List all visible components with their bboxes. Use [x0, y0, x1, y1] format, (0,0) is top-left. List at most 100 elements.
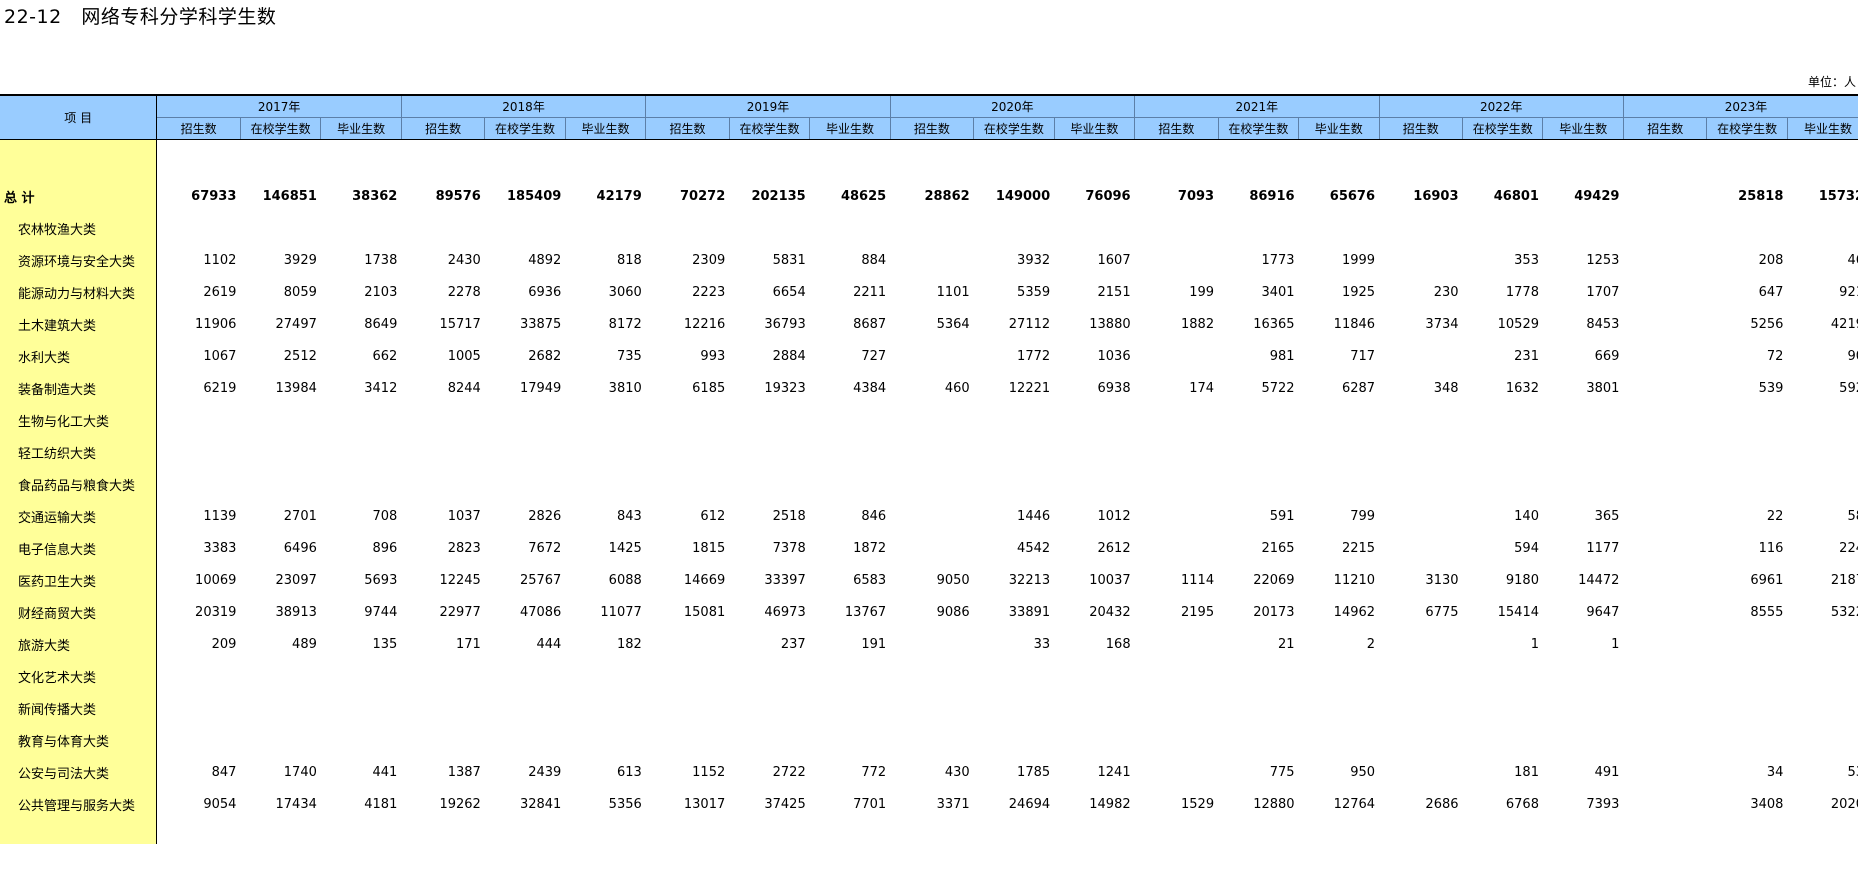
table-cell: 36793 [764, 316, 806, 332]
table-cell [565, 692, 645, 724]
table-cell [1218, 468, 1298, 500]
table-cell: 6583 [853, 572, 887, 588]
table-cell: 1529 [1181, 796, 1215, 812]
table-cell: 441 [372, 764, 398, 780]
table-cell: 2187 [1830, 572, 1858, 588]
year-header: 2023年 [1622, 94, 1858, 118]
table-cell: 1241 [1097, 764, 1131, 780]
table-cell: 14982 [1089, 796, 1131, 812]
table-cell [1299, 692, 1379, 724]
table-cell [646, 660, 729, 692]
table-cell: 1101 [936, 284, 970, 300]
table-cell: 6185 [692, 380, 726, 396]
table-cell: 775 [1269, 764, 1295, 780]
table-cell: 8453 [1586, 316, 1620, 332]
table-cell [729, 436, 809, 468]
table-cell: 2278 [447, 284, 481, 300]
spacer-row [0, 139, 1858, 180]
table-cell: 23097 [275, 572, 317, 588]
table-cell [1379, 468, 1462, 500]
table-cell [810, 468, 890, 500]
table-cell [1135, 724, 1218, 756]
table-cell [1379, 340, 1462, 372]
table-cell [1623, 404, 1706, 436]
table-cell: 2512 [283, 348, 317, 364]
table-cell: 12245 [439, 572, 481, 588]
table-cell [1543, 404, 1623, 436]
table-cell [1623, 308, 1706, 340]
table-cell: 1738 [364, 252, 398, 268]
table-cell [1707, 212, 1787, 244]
table-cell: 10069 [195, 572, 237, 588]
table-cell [1218, 404, 1298, 436]
table-cell: 230 [1433, 284, 1459, 300]
table-cell [1543, 692, 1623, 724]
column-header-enrollment: 招生数 [156, 117, 241, 140]
table-cell [565, 436, 645, 468]
table-cell: 47086 [519, 604, 562, 620]
table-row: 食品药品与粮食大类 [0, 468, 1858, 500]
table-cell: 7393 [1586, 796, 1620, 812]
table-cell: 4181 [364, 796, 398, 812]
table-cell: 2223 [692, 284, 726, 300]
table-cell [1463, 436, 1543, 468]
table-cell: 430 [944, 764, 970, 780]
table-cell [1299, 468, 1379, 500]
table-cell [890, 340, 973, 372]
row-label: 资源环境与安全大类 [0, 244, 158, 276]
table-cell: 33891 [1008, 604, 1051, 620]
table-cell: 3401 [1261, 284, 1295, 300]
table-cell [1623, 724, 1706, 756]
column-header-graduates: 毕业生数 [1786, 117, 1858, 140]
table-cell: 7701 [853, 796, 887, 812]
table-row: 能源动力与材料大类 2619 8059 2103 2278 6936 3060 2223 665… [0, 276, 1858, 308]
table-cell [1463, 660, 1543, 692]
table-cell: 12764 [1333, 796, 1376, 812]
table-cell: 818 [616, 252, 642, 268]
table-cell [1623, 468, 1706, 500]
table-cell [1379, 756, 1462, 788]
item-header: 项 目 [0, 94, 158, 140]
table-cell: 2722 [772, 764, 806, 780]
table-cell: 6088 [608, 572, 642, 588]
table-cell: 594 [1514, 540, 1539, 556]
column-header-graduates: 毕业生数 [1298, 117, 1380, 140]
table-cell [1787, 660, 1858, 692]
page-title: 22-12 网络专科分学科学生数 [4, 6, 277, 28]
table-cell: 2619 [203, 284, 237, 300]
table-cell [240, 692, 320, 724]
table-cell: 14962 [1333, 604, 1376, 620]
table-cell [729, 660, 809, 692]
table-cell [1379, 692, 1462, 724]
table-cell: 460 [944, 380, 970, 396]
table-cell: 5359 [1017, 284, 1051, 300]
table-cell: 65676 [1329, 188, 1376, 204]
row-label: 财经商贸大类 [0, 596, 158, 628]
column-header-graduates: 毕业生数 [564, 117, 646, 140]
table-cell: 171 [456, 636, 481, 652]
table-row: 医药卫生大类 10069 23097 5693 12245 25767 6088 14669 3… [0, 564, 1858, 596]
table-cell: 7378 [772, 540, 806, 556]
table-cell: 2103 [364, 284, 398, 300]
table-cell: 86916 [1249, 188, 1295, 204]
table-cell [890, 436, 973, 468]
row-label: 装备制造大类 [0, 372, 158, 404]
table-cell [565, 724, 645, 756]
table-cell: 1 [1530, 636, 1539, 652]
table-cell [485, 212, 565, 244]
table-cell: 13984 [275, 380, 317, 396]
table-cell: 2215 [1341, 540, 1376, 556]
table-cell: 14472 [1578, 572, 1620, 588]
table-cell: 5322 [1830, 604, 1858, 620]
table-cell [240, 724, 320, 756]
table-cell [729, 468, 809, 500]
table-cell [1135, 660, 1218, 692]
table-cell: 48625 [840, 188, 887, 204]
table-cell: 20319 [195, 604, 237, 620]
spreadsheet-table-area: 项 目 2017年 2018年 2019年 2020年 2021年 2022年 2023年 … [0, 94, 1858, 844]
table-cell [1623, 436, 1706, 468]
table-cell: 25818 [1738, 188, 1784, 204]
table-row: 公共管理与服务大类 9054 17434 4181 19262 32841 5356 1301… [0, 788, 1858, 820]
table-cell [1299, 436, 1379, 468]
table-cell [157, 436, 240, 468]
